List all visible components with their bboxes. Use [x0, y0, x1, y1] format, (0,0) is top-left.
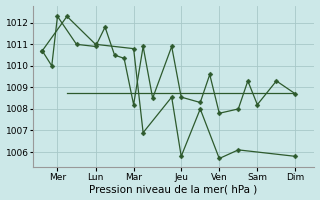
X-axis label: Pression niveau de la mer( hPa ): Pression niveau de la mer( hPa ) — [90, 184, 258, 194]
